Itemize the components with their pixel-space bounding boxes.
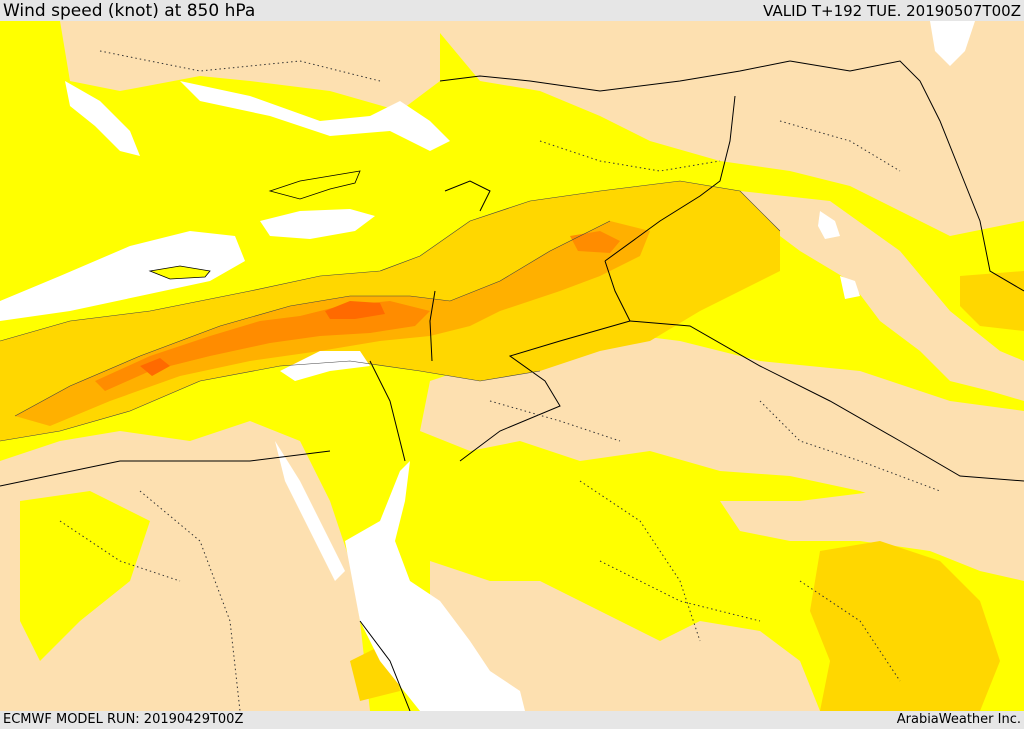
light-patch-sinai xyxy=(300,391,390,441)
calm-zone-arabia-central xyxy=(420,331,1024,541)
border-israel-jordan xyxy=(429,290,436,362)
sea-mediterranean-east xyxy=(260,209,375,239)
light-patch-egypt xyxy=(20,491,150,661)
admin-boundaries xyxy=(59,50,941,711)
valid-time-label: VALID T+192 TUE. 20190507T00Z xyxy=(763,2,1021,20)
island-cyprus xyxy=(268,170,361,200)
border-jordan-iraq xyxy=(604,260,631,322)
calm-zone-east xyxy=(720,491,1024,581)
country-borders xyxy=(0,60,1024,711)
calm-zone-anatolia xyxy=(430,21,1024,236)
border-jordan-saudi xyxy=(459,320,631,462)
strongest-wind-core xyxy=(325,301,385,319)
strongest-wind-core-west xyxy=(140,358,170,376)
moderate-patch-east xyxy=(810,541,1000,711)
sea-aegean xyxy=(65,81,140,156)
border-saudi-yemen xyxy=(359,620,411,711)
border-egypt-sudan xyxy=(0,450,331,487)
header-bar xyxy=(0,0,1024,21)
wind-speed-map xyxy=(0,21,1024,711)
island-crete xyxy=(148,265,211,280)
sea-gulf-of-suez xyxy=(275,441,345,581)
sea-red-sea xyxy=(345,461,525,711)
credit-label: ArabiaWeather Inc. xyxy=(896,712,1021,727)
sea-caspian-side xyxy=(930,21,975,66)
model-run-label: ECMWF MODEL RUN: 20190429T00Z xyxy=(3,712,244,727)
moderate-patch-iraq xyxy=(960,271,1024,331)
border-syria-iraq xyxy=(604,95,736,262)
sea-north-coast xyxy=(180,81,450,151)
border-egypt-israel xyxy=(369,360,406,462)
border-iraq-saudi xyxy=(629,320,1024,482)
strong-wind-band xyxy=(95,301,430,391)
light-patch-arabia xyxy=(460,491,700,591)
calm-zone-iraq xyxy=(740,191,1024,401)
lake-iraq-1 xyxy=(818,211,840,239)
sea-nile-delta-coast xyxy=(280,351,370,381)
strong-patch-jordan xyxy=(570,231,620,253)
footer-bar xyxy=(0,711,1024,729)
border-lebanon xyxy=(444,180,491,212)
calm-zone-arabia-south xyxy=(430,561,820,711)
border-iraq-iran xyxy=(789,60,1024,292)
lake-iraq-2 xyxy=(840,276,860,299)
calm-zone-levant-north xyxy=(60,21,440,111)
wind-contours xyxy=(0,180,781,442)
map-title: Wind speed (knot) at 850 hPa xyxy=(3,1,256,21)
sea-mediterranean-west xyxy=(0,231,245,321)
border-turkey-syria xyxy=(439,60,791,92)
